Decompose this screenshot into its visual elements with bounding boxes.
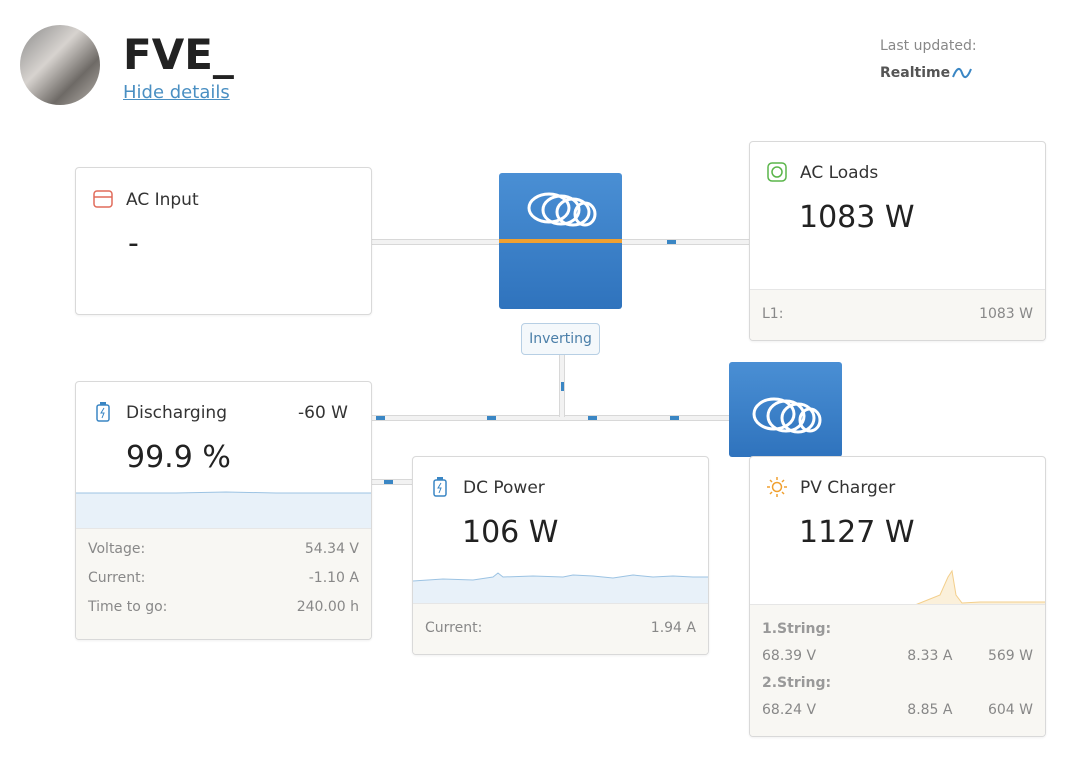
sparkline: [413, 572, 708, 607]
card-value: 1127 W: [799, 515, 915, 550]
card-title: Discharging: [126, 403, 227, 423]
detail-value: 54.34 V: [304, 541, 359, 557]
detail-value: 240.00 h: [296, 599, 359, 615]
detail-label: L1:: [762, 306, 784, 322]
string-name: 2.String:: [762, 675, 1033, 691]
detail-value: 1.94 A: [650, 620, 696, 636]
card-title: PV Charger: [800, 478, 896, 498]
detail-value: -1.10 A: [308, 570, 359, 586]
avatar: [20, 25, 100, 105]
inverter: [499, 173, 622, 309]
flow-indicator: [667, 240, 676, 244]
hide-details-link[interactable]: Hide details: [123, 82, 230, 103]
flow-indicator: [670, 416, 679, 420]
realtime-icon: [952, 67, 972, 79]
dc-icon: [433, 477, 447, 497]
detail-row: Current: 1.94 A: [425, 620, 696, 636]
card-details: L1: 1083 W: [750, 289, 1045, 340]
detail-label: Time to go:: [88, 599, 168, 615]
card-value: 99.9 %: [126, 440, 231, 475]
detail-row: Time to go: 240.00 h: [88, 599, 359, 615]
card-value: -: [128, 226, 139, 261]
ac-input-card: AC Input -: [75, 167, 372, 315]
card-title: AC Input: [126, 190, 199, 210]
card-value: 106 W: [462, 515, 559, 550]
last-updated-label: Last updated:: [880, 38, 977, 54]
card-details: Current: 1.94 A: [413, 603, 708, 654]
victron-logo: [752, 397, 822, 434]
string-current: 8.33 A: [907, 648, 953, 664]
detail-row: L1: 1083 W: [762, 306, 1033, 322]
flow-indicator: [376, 416, 385, 420]
ac-bus-line: [499, 239, 622, 243]
card-details: 1.String: 68.39 V 8.33 A 569 W 2.String: 6…: [750, 604, 1045, 736]
card-title: DC Power: [463, 478, 545, 498]
detail-row: Current: -1.10 A: [88, 570, 359, 586]
last-updated-value: Realtime: [880, 65, 951, 81]
string-row: 68.39 V 8.33 A 569 W: [762, 648, 1033, 664]
site-title: FVE_: [123, 30, 234, 79]
ac-loads-card: AC Loads 1083 W L1: 1083 W: [749, 141, 1046, 341]
sun-icon: [767, 477, 787, 497]
flow-indicator: [487, 416, 496, 420]
detail-row: Voltage: 54.34 V: [88, 541, 359, 557]
string-row: 68.24 V 8.85 A 604 W: [762, 702, 1033, 718]
string-label: 2.String:: [762, 675, 832, 691]
solar-charger: [729, 362, 842, 457]
flow-indicator: [588, 416, 597, 420]
string-current: 8.85 A: [907, 702, 953, 718]
card-details: Voltage: 54.34 V Current: -1.10 A Time to …: [76, 528, 371, 639]
dc-power-card: DC Power 106 W Current: 1.94 A: [412, 456, 709, 655]
battery-card: Discharging -60 W 99.9 % Voltage: 54.34 V…: [75, 381, 372, 640]
card-value: 1083 W: [799, 200, 915, 235]
connector: [622, 239, 749, 245]
card-title: AC Loads: [800, 163, 879, 183]
sparkline: [76, 491, 371, 532]
flow-indicator: [384, 480, 393, 484]
string-name: 1.String:: [762, 621, 1033, 637]
string-power: 569 W: [987, 648, 1033, 664]
detail-label: Current:: [425, 620, 483, 636]
detail-label: Current:: [88, 570, 146, 586]
connector: [372, 239, 499, 245]
string-label: 1.String:: [762, 621, 832, 637]
inverter-state: Inverting: [521, 323, 600, 355]
detail-value: 1083 W: [979, 306, 1033, 322]
ac-input-icon: [93, 190, 113, 208]
pv-charger-card: PV Charger 1127 W 1.String: 68.39 V 8.33 …: [749, 456, 1046, 737]
string-voltage: 68.39 V: [762, 648, 817, 664]
victron-logo: [527, 192, 597, 227]
ac-loads-icon: [767, 162, 787, 182]
string-voltage: 68.24 V: [762, 702, 817, 718]
battery-power: -60 W: [298, 403, 348, 423]
battery-icon: [96, 402, 110, 422]
detail-label: Voltage:: [88, 541, 146, 557]
connector: [372, 415, 729, 421]
flow-indicator: [561, 382, 564, 391]
string-power: 604 W: [987, 702, 1033, 718]
sparkline: [750, 569, 1045, 607]
